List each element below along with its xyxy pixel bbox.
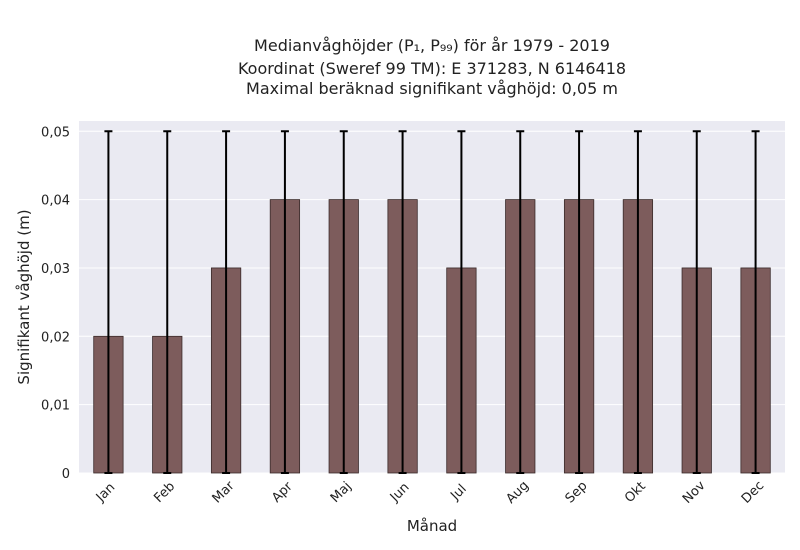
plot-area (79, 121, 785, 473)
x-tick-label: Aug (503, 478, 532, 507)
y-tick-label: 0,01 (41, 399, 70, 414)
x-tick-label: Jul (447, 482, 469, 504)
x-axis-label: Månad (407, 517, 457, 535)
x-tick-label: Sep (563, 479, 591, 507)
x-axis-ticks: Jan Feb Mar Apr Maj Jun Jul Aug Sep Okt Nov Dec (93, 478, 767, 507)
x-tick-label: Maj (328, 479, 355, 506)
chart-title: Medianvåghöjder (P₁, P₉₉) för år 1979 - … (238, 36, 626, 98)
chart-title-line-3: Maximal beräknad signifikant våghöjd: 0,… (246, 79, 618, 98)
x-tick-label: Nov (680, 478, 709, 507)
chart-title-line-2: Koordinat (Sweref 99 TM): E 371283, N 61… (238, 59, 626, 78)
x-tick-label: Jun (387, 480, 413, 506)
y-tick-label: 0,03 (41, 262, 70, 277)
y-tick-label: 0 (62, 467, 70, 482)
x-tick-label: Okt (622, 479, 649, 506)
x-tick-label: Dec (739, 478, 767, 506)
y-tick-label: 0,04 (41, 194, 70, 209)
x-tick-label: Jan (93, 480, 118, 505)
x-tick-label: Mar (210, 478, 238, 506)
x-tick-label: Feb (151, 479, 178, 506)
y-tick-label: 0,02 (41, 330, 70, 345)
chart-title-line-1: Medianvåghöjder (P₁, P₉₉) för år 1979 - … (254, 36, 610, 55)
grid-lines (79, 130, 785, 474)
y-axis-label: Signifikant våghöjd (m) (15, 209, 33, 384)
error-bars (104, 130, 760, 474)
y-tick-label: 0,05 (41, 125, 70, 140)
y-axis-ticks: 0 0,01 0,02 0,03 0,04 0,05 (41, 125, 70, 482)
x-tick-label: Apr (269, 479, 296, 506)
